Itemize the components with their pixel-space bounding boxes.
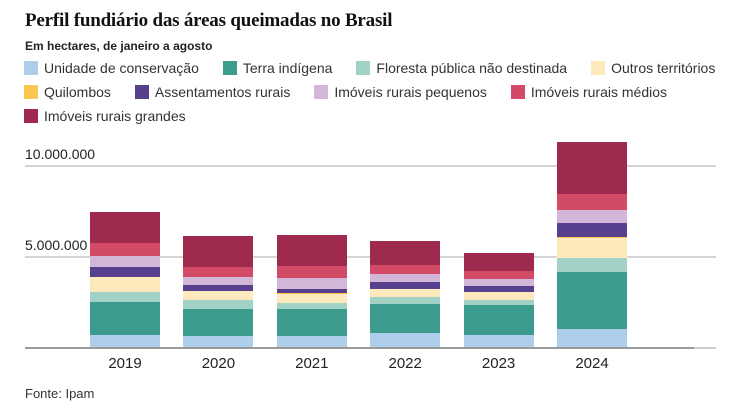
bar-segment — [183, 291, 254, 301]
bar-segment — [90, 292, 160, 303]
legend-item: Imóveis rurais grandes — [24, 108, 186, 124]
bar-segment — [463, 270, 534, 279]
bar-segment — [370, 241, 441, 266]
bar-segment — [463, 299, 534, 306]
bar-segment — [90, 302, 160, 335]
legend-item: Terra indígena — [222, 60, 333, 76]
bar-segment — [370, 303, 441, 334]
page-subtitle: Em hectares, de janeiro a agosto — [25, 39, 213, 53]
bar-2024 — [557, 142, 627, 348]
bar-segment — [90, 334, 160, 348]
bar-segment — [370, 265, 441, 274]
legend-item: Quilombos — [24, 84, 111, 100]
legend-swatch-icon — [510, 85, 525, 99]
bar-segment — [557, 271, 627, 329]
bar-segment — [370, 273, 441, 282]
y-axis-tick-label: 10.000.000 — [25, 146, 96, 162]
x-axis-tick-label: 2019 — [108, 355, 142, 372]
bar-segment — [90, 255, 160, 267]
x-axis-tick-label: 2023 — [481, 355, 516, 372]
bar-segment — [183, 300, 254, 309]
legend: Unidade de conservação Terra indígena Flor… — [24, 60, 736, 124]
legend-item: Floresta pública não destinada — [356, 60, 567, 76]
bar-2019 — [90, 212, 160, 348]
bar-segment — [463, 285, 534, 292]
legend-label: Assentamentos rurais — [154, 84, 291, 100]
bar-segment — [276, 335, 347, 348]
bar-segment — [276, 235, 347, 267]
bar-segment — [370, 281, 441, 289]
bar-segment — [183, 277, 254, 285]
x-axis-line-extension — [694, 347, 716, 349]
bar-segment — [183, 335, 254, 348]
source-note: Fonte: Ipam — [25, 386, 95, 401]
bar-segment — [183, 308, 254, 336]
bar-segment — [557, 237, 627, 238]
bar-segment — [276, 266, 347, 279]
bar-segment — [557, 142, 627, 194]
x-axis-tick-label: 2021 — [295, 355, 329, 372]
bar-segment — [276, 302, 347, 309]
bar-segment — [463, 278, 534, 286]
bar-segment — [183, 236, 254, 267]
x-axis-tick-label: 2024 — [575, 355, 609, 372]
bar-segment — [90, 243, 160, 256]
legend-label: Imóveis rurais pequenos — [334, 84, 487, 100]
bar-2020 — [183, 236, 254, 348]
bar-segment — [183, 284, 254, 292]
bar-segment — [90, 266, 160, 278]
legend-label: Outros territórios — [611, 60, 716, 76]
bar-2022 — [370, 241, 441, 348]
legend-label: Quilombos — [44, 84, 111, 100]
bar-segment — [370, 333, 441, 348]
x-axis-tick-label: 2020 — [201, 355, 236, 372]
bar-segment — [90, 212, 160, 244]
legend-label: Unidade de conservação — [44, 60, 199, 76]
bar-segment — [463, 334, 534, 348]
legend-item: Assentamentos rurais — [134, 84, 291, 100]
bar-segment — [276, 308, 347, 336]
bar-segment — [557, 210, 627, 223]
bar-segment — [276, 293, 347, 303]
legend-swatch-icon — [24, 109, 38, 123]
legend-item: Imóveis rurais pequenos — [314, 84, 487, 100]
x-axis-line — [25, 347, 694, 349]
legend-item: Unidade de conservação — [24, 60, 199, 76]
bar-segment — [557, 328, 627, 348]
y-gridline — [25, 165, 716, 167]
legend-swatch-icon — [591, 61, 606, 75]
y-axis-tick-label: 5.000.000 — [25, 237, 88, 253]
legend-swatch-icon — [222, 61, 237, 75]
bar-segment — [463, 291, 534, 300]
bar-segment — [557, 257, 627, 272]
bar-segment — [90, 277, 160, 293]
legend-swatch-icon — [314, 85, 329, 99]
bar-segment — [463, 252, 534, 271]
page-title: Perfil fundiário das áreas queimadas no … — [25, 10, 393, 31]
x-axis-tick-label: 2022 — [388, 355, 422, 372]
bar-segment — [370, 289, 441, 297]
bar-segment — [557, 237, 627, 258]
legend-label: Floresta pública não destinada — [376, 60, 568, 76]
bar-segment — [557, 222, 627, 238]
legend-item: Imóveis rurais médios — [510, 84, 668, 100]
legend-swatch-icon — [134, 85, 149, 99]
legend-label: Imóveis rurais médios — [530, 84, 668, 100]
bar-2023 — [463, 252, 534, 348]
bar-segment — [370, 296, 441, 304]
legend-label: Imóveis rurais grandes — [44, 108, 186, 124]
bar-segment — [276, 278, 347, 289]
legend-swatch-icon — [356, 61, 371, 75]
bar-segment — [276, 288, 347, 294]
bar-2021 — [276, 235, 347, 348]
legend-swatch-icon — [24, 61, 38, 75]
bar-segment — [557, 193, 627, 211]
bar-segment — [463, 305, 534, 335]
bar-segment — [183, 266, 254, 278]
legend-item: Outros territórios — [591, 60, 715, 76]
legend-swatch-icon — [24, 85, 38, 99]
legend-label: Terra indígena — [242, 60, 333, 76]
